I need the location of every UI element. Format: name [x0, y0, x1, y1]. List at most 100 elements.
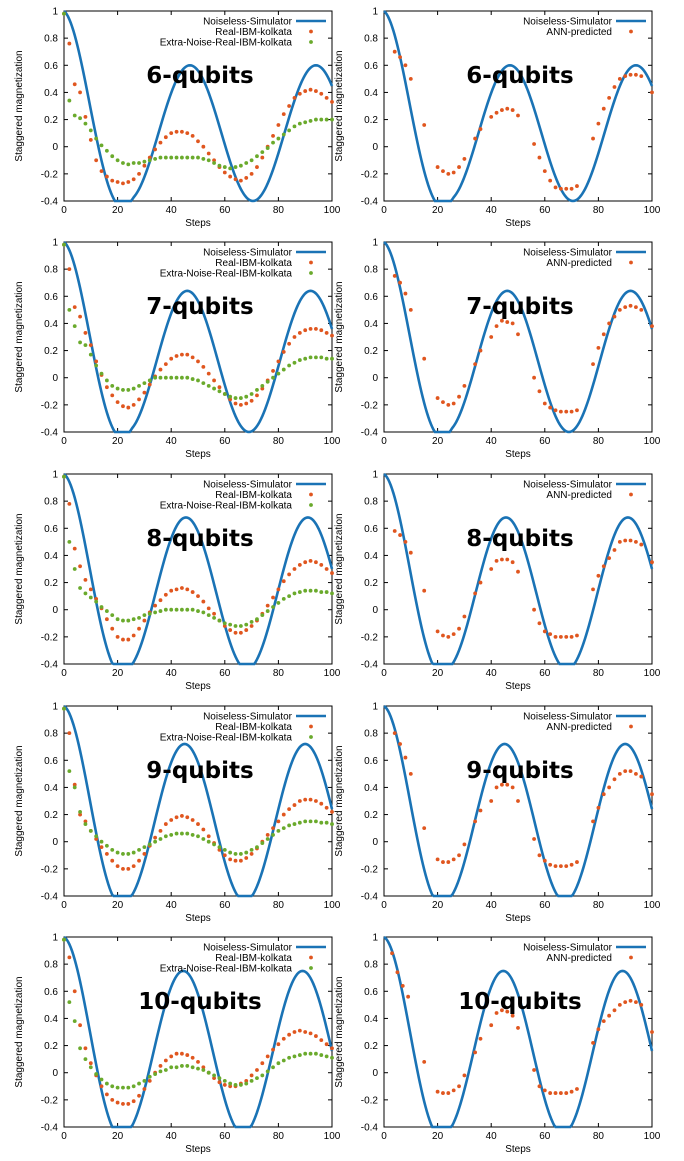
data-point-real [537, 621, 542, 626]
data-point-extra [67, 98, 72, 103]
data-point-real [591, 1040, 595, 1045]
data-point-real [137, 858, 141, 863]
data-point-real [196, 822, 200, 826]
data-point-extra [201, 157, 206, 161]
x-tick-label: 40 [486, 668, 498, 679]
x-tick-label: 20 [432, 900, 444, 911]
data-point-real [532, 142, 536, 146]
data-point-real [147, 1078, 152, 1083]
data-point-extra [303, 588, 308, 593]
data-point-extra [212, 386, 216, 391]
legend-swatch-point [309, 724, 313, 729]
data-point-real [233, 177, 238, 182]
data-point-real [72, 989, 77, 994]
data-point-real [292, 335, 297, 339]
data-point-real [67, 501, 72, 506]
data-point-real [478, 580, 483, 585]
data-point-real [308, 1031, 313, 1036]
data-point-extra [72, 785, 77, 790]
x-tick-label: 0 [381, 900, 387, 911]
data-point-extra [115, 850, 120, 855]
data-point-real [457, 394, 461, 399]
data-point-extra [163, 607, 168, 612]
data-point-real [233, 858, 238, 863]
x-axis-title: Steps [505, 913, 531, 924]
series-line-simulator [63, 10, 334, 203]
y-axis-title: Staggered magnetization [334, 513, 345, 624]
data-point-extra [319, 590, 324, 594]
data-point-real [403, 63, 408, 68]
data-point-real [185, 815, 190, 820]
data-point-real [110, 178, 115, 183]
data-point-real [238, 402, 243, 407]
data-point-real [422, 826, 427, 831]
data-point-real [553, 185, 558, 190]
data-point-real [271, 595, 275, 600]
data-point-real [174, 354, 179, 358]
data-point-extra [83, 591, 88, 596]
x-tick-label: 80 [593, 436, 605, 447]
y-tick-label: 1 [52, 933, 58, 944]
y-tick-label: 1 [372, 238, 378, 249]
data-point-extra [276, 1061, 281, 1066]
x-tick-label: 60 [219, 900, 231, 911]
data-point-real [422, 356, 427, 361]
data-point-real [451, 857, 456, 862]
data-point-extra [153, 1072, 158, 1076]
data-point-real [505, 320, 510, 324]
data-point-real [255, 393, 259, 398]
data-point-extra [158, 1069, 163, 1074]
data-point-real [569, 1089, 574, 1094]
data-point-real [548, 405, 553, 410]
data-point-extra [169, 1065, 174, 1070]
data-point-real [612, 85, 617, 89]
data-point-extra [163, 375, 168, 380]
data-point-real [558, 1091, 563, 1095]
data-point-extra [233, 852, 238, 856]
data-point-real [196, 359, 200, 364]
data-point-real [548, 862, 553, 867]
x-tick-label: 40 [486, 900, 498, 911]
data-point-extra [324, 356, 329, 361]
x-tick-label: 0 [381, 436, 387, 447]
data-point-real [185, 352, 190, 357]
data-point-extra [201, 610, 206, 615]
data-point-real [422, 588, 427, 593]
data-point-real [628, 72, 633, 77]
data-point-real [612, 1008, 617, 1013]
data-point-extra [324, 117, 329, 122]
legend-swatch-point [309, 955, 313, 960]
x-tick-label: 20 [432, 205, 444, 216]
data-point-real [233, 401, 238, 406]
legend-label: Real-IBM-kolkata [215, 27, 292, 38]
data-point-real [244, 1078, 249, 1083]
data-point-real [265, 833, 270, 837]
y-tick-label: 0 [52, 142, 58, 153]
data-point-extra [281, 367, 286, 372]
data-point-extra [115, 617, 120, 622]
data-point-real [435, 629, 440, 634]
data-point-extra [287, 1055, 292, 1060]
x-tick-label: 80 [273, 205, 285, 216]
data-point-extra [142, 845, 147, 850]
x-tick-label: 20 [112, 668, 124, 679]
data-point-extra [131, 161, 136, 165]
data-point-real [169, 356, 174, 361]
data-point-extra [287, 823, 292, 828]
y-tick-label: 1 [52, 238, 58, 249]
data-point-extra [147, 378, 152, 383]
data-point-real [607, 785, 612, 790]
y-tick-label: 0 [372, 142, 378, 153]
data-point-real [601, 1019, 606, 1024]
data-point-real [217, 385, 222, 390]
data-point-extra [324, 590, 329, 594]
legend-label: Real-IBM-kolkata [215, 953, 292, 964]
data-point-real [99, 169, 104, 174]
data-point-extra [137, 161, 141, 165]
x-tick-label: 80 [593, 668, 605, 679]
data-point-real [147, 155, 152, 160]
y-tick-label: 0.6 [44, 756, 58, 767]
y-tick-label: 0.2 [44, 578, 58, 589]
data-point-real [319, 801, 324, 806]
data-point-real [147, 382, 152, 387]
